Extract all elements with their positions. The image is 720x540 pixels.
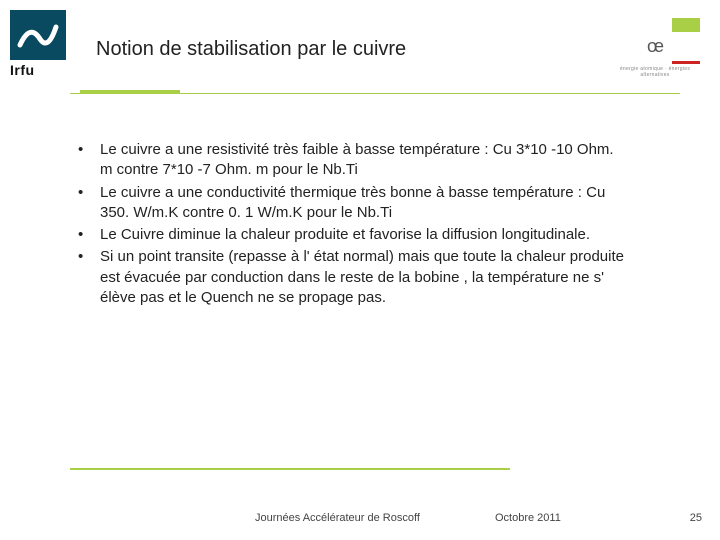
list-item: Le Cuivre diminue la chaleur produite et… (70, 225, 630, 245)
irfu-label: Irfu (10, 62, 66, 78)
irfu-icon (10, 10, 66, 60)
list-item: Le cuivre a une resistivité très faible … (70, 140, 630, 181)
footer-page-number: 25 (690, 512, 702, 524)
cea-text: œ (610, 36, 700, 57)
logo-irfu: Irfu (10, 10, 66, 80)
footer-event: Journées Accélérateur de Roscoff (255, 512, 420, 524)
content-body: Le cuivre a une resistivité très faible … (70, 140, 630, 310)
cea-subtext: énergie atomique · énergies alternatives (610, 66, 700, 78)
list-item: Le cuivre a une conductivité thermique t… (70, 183, 630, 224)
cea-bar-bottom (672, 61, 700, 64)
title-divider (70, 90, 680, 94)
bullet-list: Le cuivre a une resistivité très faible … (70, 140, 630, 308)
footer-date: Octobre 2011 (495, 512, 561, 524)
page-title: Notion de stabilisation par le cuivre (96, 38, 406, 61)
footer-divider (70, 468, 510, 470)
logo-cea: œ énergie atomique · énergies alternativ… (610, 18, 700, 78)
cea-bar-top (672, 18, 700, 32)
slide: Irfu œ énergie atomique · énergies alter… (0, 0, 720, 540)
list-item: Si un point transite (repasse à l' état … (70, 247, 630, 308)
